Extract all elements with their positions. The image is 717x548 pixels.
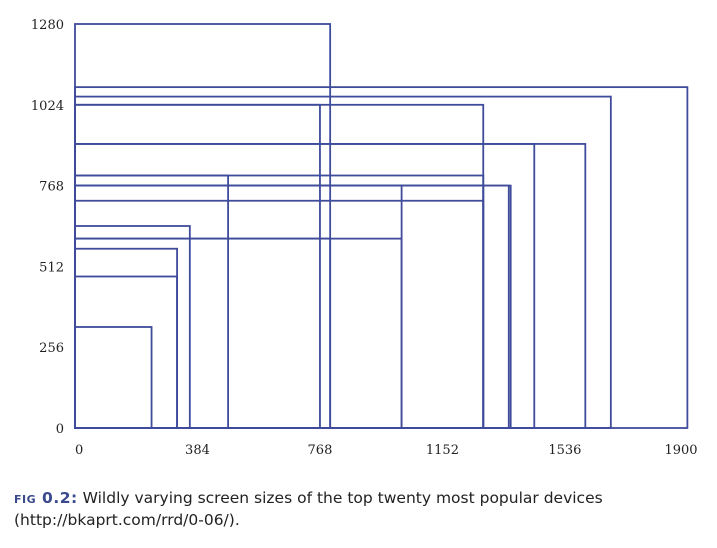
device-rect-1440x900 [74,143,536,429]
device-rectangles [74,23,689,429]
device-rect-1280x768 [74,184,485,429]
x-tick-label: 384 [185,443,210,458]
y-tick-label: 1280 [31,18,64,33]
device-rect-1024x600 [74,237,403,429]
y-axis-ticks: 0 256 512 768 1024 1280 [31,18,64,437]
x-axis-ticks: 0 384 768 1152 1536 1900 [75,443,698,458]
y-tick-label: 512 [39,260,64,275]
y-tick-label: 0 [56,422,64,437]
device-rect-1360x768 [74,184,510,429]
device-rect-1920x1080 [74,86,689,429]
x-tick-label: 1900 [664,443,697,458]
chart: 0 384 768 1152 1536 1900 0 256 512 768 1024 1280 [31,18,698,458]
y-tick-label: 1024 [31,99,64,114]
device-rect-1366x768 [74,184,512,429]
device-rect-240x320 [74,326,153,429]
x-tick-label: 0 [75,443,83,458]
device-rect-1280x720 [74,199,485,429]
x-tick-label: 1152 [426,443,459,458]
device-rect-800x600 [74,237,332,429]
caption-label: fig 0.2: [14,489,78,507]
device-rect-768x1024 [74,103,321,429]
device-rect-1024x768 [74,184,403,429]
device-rect-1280x800 [74,174,485,429]
device-rect-1280x1024 [74,103,485,429]
figure-caption: fig 0.2: Wildly varying screen sizes of … [14,487,704,531]
y-tick-label: 256 [39,341,64,356]
x-tick-label: 1536 [548,443,581,458]
x-tick-label: 768 [308,443,333,458]
y-tick-label: 768 [39,180,64,195]
device-rect-1680x1050 [74,95,612,429]
caption-text: Wildly varying screen sizes of the top t… [14,489,603,529]
device-rect-320x480 [74,275,178,429]
